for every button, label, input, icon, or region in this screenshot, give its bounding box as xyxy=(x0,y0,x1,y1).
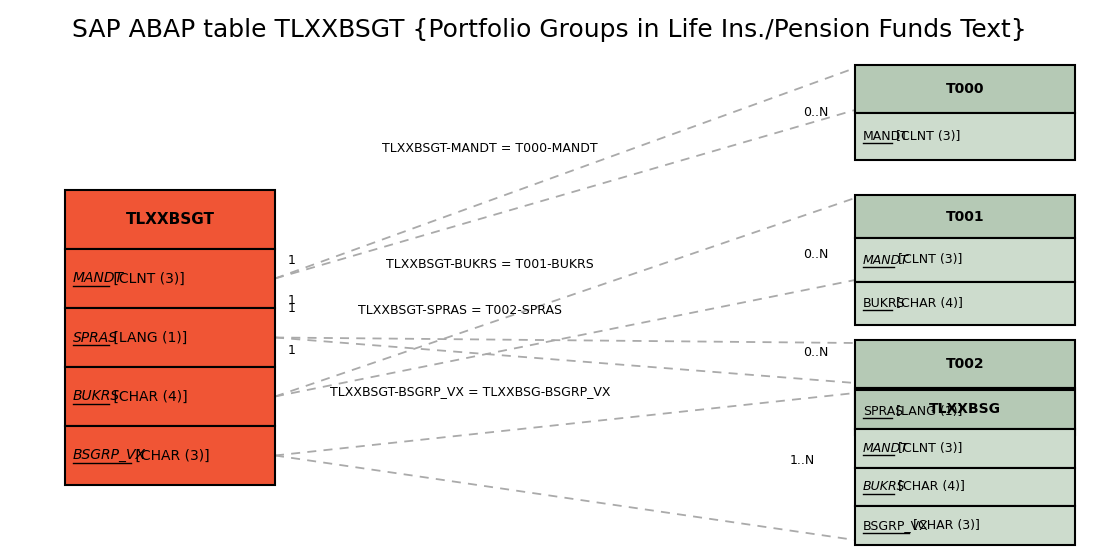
Bar xyxy=(65,367,275,426)
Bar xyxy=(855,506,1075,545)
Bar xyxy=(855,388,1075,435)
Text: BSGRP_VX: BSGRP_VX xyxy=(73,449,146,462)
Bar xyxy=(855,340,1075,388)
Text: [CHAR (4)]: [CHAR (4)] xyxy=(893,480,965,494)
Text: [LANG (1)]: [LANG (1)] xyxy=(892,405,963,418)
Text: 1: 1 xyxy=(288,301,296,315)
Text: [CLNT (3)]: [CLNT (3)] xyxy=(892,130,961,143)
Text: TLXXBSGT-BUKRS = T001-BUKRS: TLXXBSGT-BUKRS = T001-BUKRS xyxy=(386,259,593,272)
Text: [CLNT (3)]: [CLNT (3)] xyxy=(893,254,962,266)
Text: MANDT: MANDT xyxy=(863,130,909,143)
Bar xyxy=(855,65,1075,113)
Bar xyxy=(855,238,1075,282)
Text: T000: T000 xyxy=(946,82,985,96)
Text: 0..N: 0..N xyxy=(803,345,829,358)
Text: TLXXBSGT: TLXXBSGT xyxy=(125,212,214,227)
Text: [CHAR (4)]: [CHAR (4)] xyxy=(892,297,963,310)
Bar xyxy=(855,468,1075,506)
Text: 1: 1 xyxy=(288,294,296,306)
Text: 1: 1 xyxy=(288,344,296,356)
Text: TLXXBSGT-SPRAS = T002-SPRAS: TLXXBSGT-SPRAS = T002-SPRAS xyxy=(358,304,562,317)
Bar xyxy=(65,249,275,308)
Text: MANDT: MANDT xyxy=(73,272,124,285)
Text: MANDT: MANDT xyxy=(863,441,909,455)
Text: BUKRS: BUKRS xyxy=(863,297,906,310)
Bar xyxy=(855,282,1075,325)
Bar xyxy=(65,426,275,485)
Text: 1: 1 xyxy=(288,254,296,266)
Bar xyxy=(855,195,1075,238)
Text: SPRAS: SPRAS xyxy=(73,330,118,345)
Bar xyxy=(65,308,275,367)
Text: 1..N: 1..N xyxy=(790,453,815,467)
Text: SPRAS: SPRAS xyxy=(863,405,903,418)
Text: 0..N: 0..N xyxy=(803,249,829,261)
Bar xyxy=(855,113,1075,160)
Text: [CHAR (3)]: [CHAR (3)] xyxy=(131,449,209,462)
Text: TLXXBSGT-MANDT = T000-MANDT: TLXXBSGT-MANDT = T000-MANDT xyxy=(382,142,598,154)
Text: TLXXBSG: TLXXBSG xyxy=(929,402,1001,416)
Text: [CLNT (3)]: [CLNT (3)] xyxy=(893,441,962,455)
Text: T002: T002 xyxy=(945,357,985,371)
Text: SAP ABAP table TLXXBSGT {Portfolio Groups in Life Ins./Pension Funds Text}: SAP ABAP table TLXXBSGT {Portfolio Group… xyxy=(73,18,1026,42)
Bar xyxy=(855,429,1075,468)
Text: MANDT: MANDT xyxy=(863,254,909,266)
Text: T001: T001 xyxy=(945,210,985,223)
Text: [CLNT (3)]: [CLNT (3)] xyxy=(109,272,185,285)
Text: 0..N: 0..N xyxy=(803,105,829,119)
Text: [CHAR (4)]: [CHAR (4)] xyxy=(109,389,188,404)
Text: [LANG (1)]: [LANG (1)] xyxy=(109,330,187,345)
Text: BUKRS: BUKRS xyxy=(73,389,120,404)
Text: TLXXBSGT-BSGRP_VX = TLXXBSG-BSGRP_VX: TLXXBSGT-BSGRP_VX = TLXXBSG-BSGRP_VX xyxy=(330,385,610,399)
Text: BUKRS: BUKRS xyxy=(863,480,906,494)
Text: [CHAR (3)]: [CHAR (3)] xyxy=(909,519,980,532)
Bar xyxy=(855,390,1075,429)
Bar xyxy=(65,190,275,249)
Text: BSGRP_VX: BSGRP_VX xyxy=(863,519,929,532)
